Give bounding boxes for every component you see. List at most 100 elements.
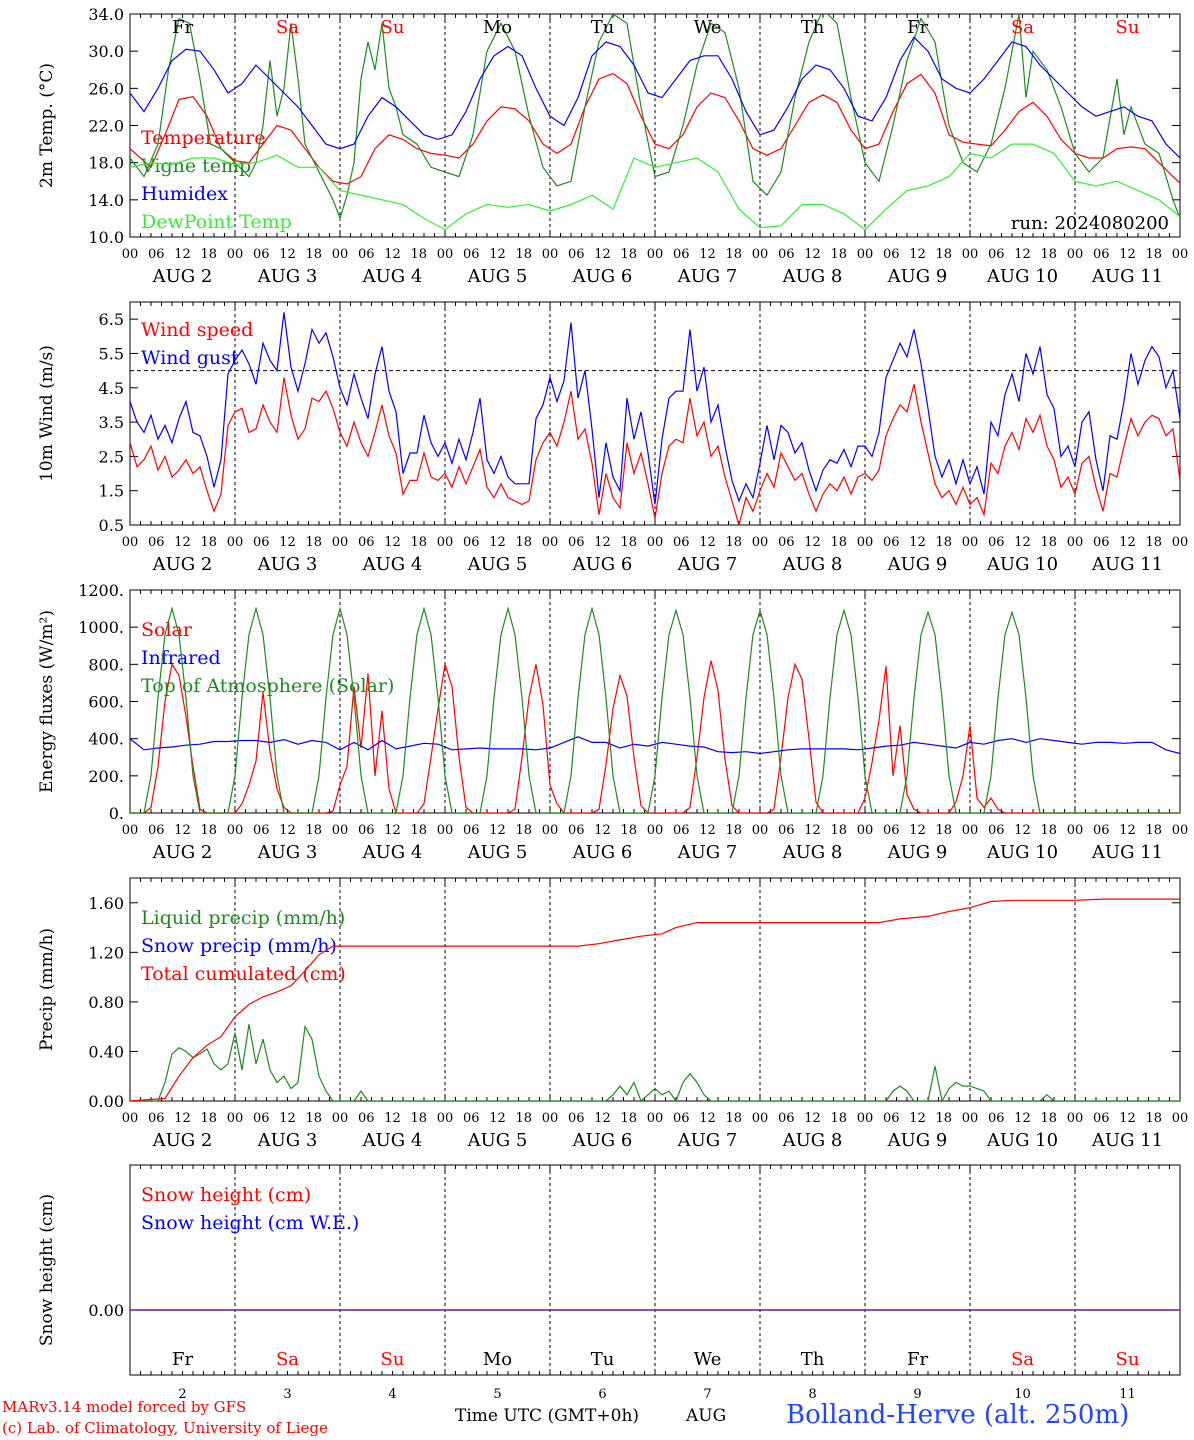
- hour-tick-label: 06: [463, 247, 480, 262]
- y-tick-label: 26.0: [88, 79, 124, 98]
- hour-tick-label: 12: [594, 823, 611, 838]
- date-label: AUG 2: [152, 554, 213, 575]
- hour-tick-label: 00: [332, 823, 349, 838]
- day-number-label: 8: [808, 1387, 816, 1402]
- hour-tick-label: 12: [594, 535, 611, 550]
- hour-tick-label: 00: [1172, 823, 1189, 838]
- legend-entry: Wind speed: [141, 319, 253, 341]
- weekday-label: Su: [1116, 17, 1140, 38]
- hour-tick-label: 06: [568, 823, 585, 838]
- hour-tick-label: 00: [122, 535, 139, 550]
- hour-tick-label: 06: [883, 1111, 900, 1126]
- series-line-2: [130, 36, 1180, 159]
- y-tick-label: 10.0: [88, 228, 124, 247]
- hour-tick-label: 18: [515, 247, 532, 262]
- date-label: AUG 3: [257, 266, 318, 287]
- hour-tick-label: 12: [279, 1111, 296, 1126]
- legend-entry: Total cumulated (cm): [141, 963, 346, 985]
- hour-tick-label: 18: [1040, 247, 1057, 262]
- date-label: AUG 8: [782, 554, 843, 575]
- hour-tick-label: 06: [358, 823, 375, 838]
- hour-tick-label: 12: [804, 535, 821, 550]
- hour-tick-label: 18: [935, 535, 952, 550]
- legend-entry: Snow height (cm): [141, 1184, 311, 1206]
- series-line-2: [130, 606, 1180, 813]
- hour-tick-label: 12: [174, 535, 191, 550]
- hour-tick-label: 06: [253, 823, 270, 838]
- hour-tick-label: 00: [437, 535, 454, 550]
- date-label: AUG 10: [986, 1130, 1058, 1151]
- date-label: AUG 8: [782, 266, 843, 287]
- hour-tick-label: 06: [673, 823, 690, 838]
- hour-tick-label: 18: [305, 823, 322, 838]
- hour-tick-label: 00: [542, 247, 559, 262]
- plot-frame: [129, 589, 1181, 814]
- panel-1: 10.0 14.0 18.0 22.0 26.0 30.0 34.0 2m Temp. (°C…: [37, 5, 1188, 287]
- hour-tick-label: 00: [437, 1111, 454, 1126]
- hour-tick-label: 18: [1145, 535, 1162, 550]
- date-label: AUG 3: [257, 842, 318, 863]
- hour-tick-label: 00: [122, 247, 139, 262]
- hour-tick-label: 00: [1067, 247, 1084, 262]
- y-tick-label: 400.: [88, 730, 124, 749]
- y-tick-label: 0.80: [88, 993, 124, 1012]
- series-line-1: [130, 14, 1180, 221]
- y-tick-label: 0.00: [88, 1301, 124, 1320]
- y-tick-label: 200.: [88, 767, 124, 786]
- panel-2: 0.5 1.5 2.5 3.5 4.5 5.5 6.5 10m Wind (m/s) Wind …: [37, 301, 1188, 575]
- model-label: MARv3.14 model forced by GFS: [2, 1398, 247, 1416]
- date-label: AUG 2: [152, 842, 213, 863]
- hour-tick-label: 18: [515, 1111, 532, 1126]
- y-tick-label: 34.0: [88, 5, 124, 24]
- weekday-label: Sa: [1011, 1349, 1034, 1370]
- y-axis-label: Precip (mm/h): [37, 928, 57, 1051]
- hour-tick-label: 06: [148, 823, 165, 838]
- hour-tick-label: 00: [437, 247, 454, 262]
- hour-tick-label: 00: [962, 535, 979, 550]
- date-label: AUG 9: [887, 554, 948, 575]
- hour-tick-label: 18: [410, 535, 427, 550]
- date-label: AUG 8: [782, 1130, 843, 1151]
- hour-tick-label: 12: [1014, 535, 1031, 550]
- weekday-label: Fr: [172, 1349, 193, 1370]
- hour-tick-label: 00: [752, 535, 769, 550]
- hour-tick-label: 00: [857, 535, 874, 550]
- hour-tick-label: 00: [542, 823, 559, 838]
- weekday-label: Fr: [907, 1349, 928, 1370]
- hour-tick-label: 12: [384, 823, 401, 838]
- day-number-label: 2: [178, 1387, 186, 1402]
- hour-tick-label: 18: [935, 823, 952, 838]
- y-tick-label: 3.5: [99, 413, 124, 432]
- hour-tick-label: 12: [699, 535, 716, 550]
- weekday-label: Sa: [276, 1349, 299, 1370]
- hour-tick-label: 06: [1093, 823, 1110, 838]
- day-number-label: 4: [388, 1387, 396, 1402]
- hour-tick-label: 18: [620, 1111, 637, 1126]
- hour-tick-label: 00: [857, 823, 874, 838]
- hour-tick-label: 18: [305, 535, 322, 550]
- date-label: AUG 4: [362, 842, 423, 863]
- hour-tick-label: 00: [647, 247, 664, 262]
- hour-tick-label: 00: [1067, 823, 1084, 838]
- hour-tick-label: 12: [1014, 1111, 1031, 1126]
- y-tick-label: 6.5: [99, 310, 124, 329]
- y-tick-label: 1.5: [99, 482, 124, 501]
- y-tick-label: 0.00: [88, 1092, 124, 1111]
- hour-tick-label: 00: [752, 823, 769, 838]
- hour-tick-label: 06: [148, 247, 165, 262]
- hour-tick-label: 06: [673, 535, 690, 550]
- y-tick-label: 5.5: [99, 344, 124, 363]
- weekday-label: We: [694, 1349, 722, 1370]
- date-label: AUG 9: [887, 1130, 948, 1151]
- hour-tick-label: 12: [174, 823, 191, 838]
- hour-tick-label: 12: [804, 823, 821, 838]
- weekday-label: Mo: [483, 17, 512, 38]
- hour-tick-label: 06: [673, 1111, 690, 1126]
- month-label: AUG: [686, 1406, 727, 1426]
- hour-tick-label: 12: [1014, 247, 1031, 262]
- date-label: AUG 5: [467, 842, 528, 863]
- hour-tick-label: 18: [515, 823, 532, 838]
- hour-tick-label: 18: [410, 247, 427, 262]
- hour-tick-label: 18: [830, 247, 847, 262]
- time-axis-title: Time UTC (GMT+0h): [455, 1406, 640, 1426]
